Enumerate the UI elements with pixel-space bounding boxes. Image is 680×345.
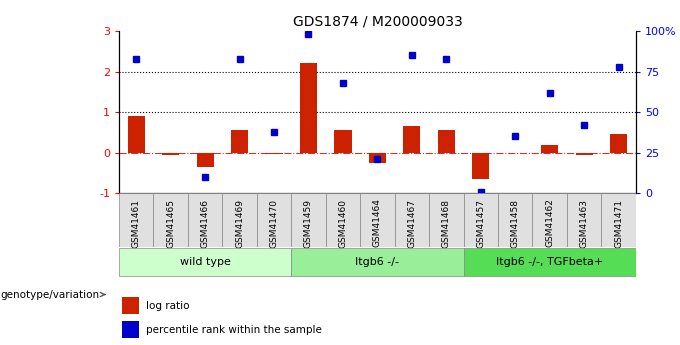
Bar	[575, 152, 593, 155]
FancyBboxPatch shape	[326, 193, 360, 247]
FancyBboxPatch shape	[601, 193, 636, 247]
FancyBboxPatch shape	[464, 248, 636, 276]
Text: GSM41459: GSM41459	[304, 199, 313, 248]
Text: Itgb6 -/-: Itgb6 -/-	[356, 257, 399, 267]
FancyBboxPatch shape	[257, 193, 291, 247]
Bar	[403, 126, 420, 152]
Text: percentile rank within the sample: percentile rank within the sample	[146, 325, 322, 335]
Text: GSM41469: GSM41469	[235, 199, 244, 248]
Bar	[335, 130, 352, 152]
Text: GSM41458: GSM41458	[511, 199, 520, 248]
FancyBboxPatch shape	[532, 193, 567, 247]
Text: Itgb6 -/-, TGFbeta+: Itgb6 -/-, TGFbeta+	[496, 257, 603, 267]
FancyBboxPatch shape	[394, 193, 429, 247]
Bar	[472, 152, 490, 179]
Bar	[300, 63, 317, 152]
FancyBboxPatch shape	[291, 248, 464, 276]
Text: GSM41457: GSM41457	[476, 199, 486, 248]
Bar	[265, 152, 283, 154]
Bar	[122, 321, 139, 338]
FancyBboxPatch shape	[429, 193, 464, 247]
Text: GSM41467: GSM41467	[407, 199, 416, 248]
Text: GSM41461: GSM41461	[132, 199, 141, 248]
Text: GSM41465: GSM41465	[166, 199, 175, 248]
Bar	[197, 152, 214, 167]
Bar	[122, 297, 139, 314]
Text: GSM41460: GSM41460	[339, 199, 347, 248]
FancyBboxPatch shape	[119, 193, 154, 247]
FancyBboxPatch shape	[222, 193, 257, 247]
Bar	[438, 130, 455, 152]
Title: GDS1874 / M200009033: GDS1874 / M200009033	[292, 14, 462, 29]
FancyBboxPatch shape	[498, 193, 532, 247]
Text: log ratio: log ratio	[146, 301, 190, 311]
Bar	[541, 145, 558, 152]
Text: genotype/variation: genotype/variation	[0, 289, 105, 299]
Text: GSM41462: GSM41462	[545, 199, 554, 247]
FancyBboxPatch shape	[360, 193, 394, 247]
FancyBboxPatch shape	[119, 248, 291, 276]
Text: GSM41464: GSM41464	[373, 199, 382, 247]
Bar	[128, 116, 145, 152]
Bar	[162, 152, 180, 155]
FancyBboxPatch shape	[188, 193, 222, 247]
FancyBboxPatch shape	[291, 193, 326, 247]
Bar	[231, 130, 248, 152]
Text: GSM41466: GSM41466	[201, 199, 209, 248]
Text: GSM41468: GSM41468	[442, 199, 451, 248]
FancyBboxPatch shape	[464, 193, 498, 247]
Text: wild type: wild type	[180, 257, 231, 267]
Text: GSM41471: GSM41471	[614, 199, 623, 248]
FancyBboxPatch shape	[154, 193, 188, 247]
Text: GSM41470: GSM41470	[269, 199, 279, 248]
Bar	[610, 135, 627, 152]
Bar	[369, 152, 386, 163]
FancyBboxPatch shape	[567, 193, 601, 247]
Bar	[507, 152, 524, 154]
Text: GSM41463: GSM41463	[579, 199, 589, 248]
